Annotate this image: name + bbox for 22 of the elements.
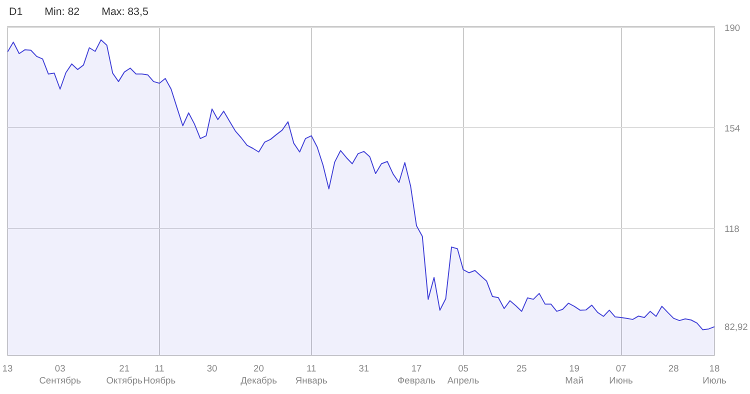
text: Min: 82 bbox=[44, 6, 80, 18]
x-tick-label: 07 Июнь bbox=[609, 364, 634, 386]
chart-title: D1 bbox=[9, 6, 23, 18]
x-tick-label: 13 bbox=[2, 364, 13, 374]
x-tick-label: 20 Декабрь bbox=[240, 364, 278, 386]
y-tick-label: 82,92 bbox=[724, 322, 748, 332]
x-tick-label: 18 Июль bbox=[702, 364, 727, 386]
y-tick-label: 118 bbox=[724, 224, 740, 234]
y-tick-label: 190 bbox=[724, 22, 740, 33]
text: Max: 83,5 bbox=[102, 6, 148, 18]
y-tick-label: 154 bbox=[724, 123, 740, 134]
x-tick-label: 11 Январь bbox=[295, 364, 328, 386]
x-tick-label: 19 Май bbox=[565, 364, 584, 386]
x-tick-label: 03 Сентябрь bbox=[39, 364, 82, 386]
x-tick-label: 31 bbox=[358, 364, 370, 374]
x-tick-label: 25 bbox=[516, 364, 527, 374]
x-tick-label: 05 Апрель bbox=[447, 364, 480, 386]
x-tick-label: 17 Февраль bbox=[398, 364, 436, 386]
x-tick-label: 11 Ноябрь bbox=[143, 364, 176, 386]
x-tick-label: 28 bbox=[668, 364, 679, 374]
x-tick-label: 21 Октябрь bbox=[106, 364, 143, 386]
x-tick-label: 30 bbox=[206, 364, 218, 374]
